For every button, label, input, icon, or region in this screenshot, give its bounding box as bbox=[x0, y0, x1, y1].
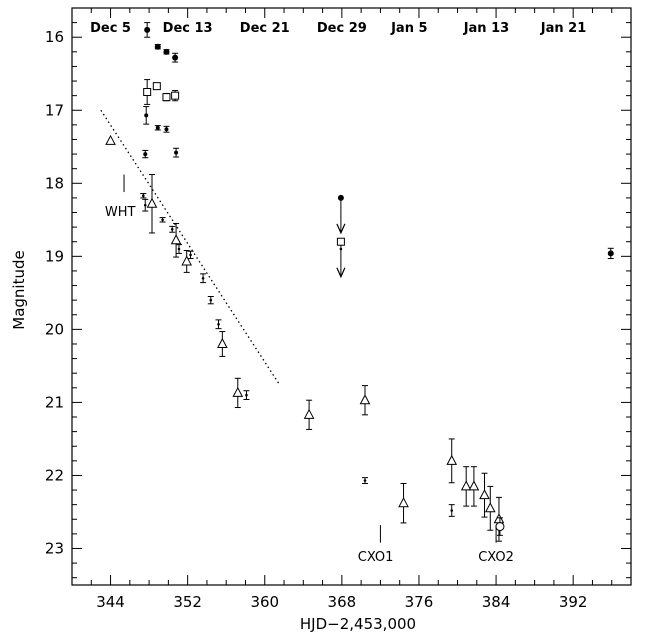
data-point-open-circle bbox=[495, 522, 505, 532]
plot-frame bbox=[71, 7, 632, 586]
y-axis-label: Magnitude bbox=[10, 250, 28, 329]
annotation-label: CXO2 bbox=[478, 550, 514, 565]
y-tick-label: 19 bbox=[45, 247, 64, 265]
data-point-dot bbox=[450, 509, 454, 512]
top-date-label: Jan 13 bbox=[463, 21, 509, 36]
top-date-label: Dec 21 bbox=[240, 21, 290, 36]
top-date-label: Jan 21 bbox=[540, 21, 586, 36]
x-tick-label: 384 bbox=[482, 593, 511, 611]
x-tick-label: 376 bbox=[405, 593, 434, 611]
data-point-open-triangle bbox=[303, 408, 315, 419]
data-point-dot bbox=[143, 203, 147, 207]
top-date-label: Dec 13 bbox=[163, 21, 213, 36]
data-point-star bbox=[144, 113, 149, 118]
data-point-open-triangle bbox=[232, 386, 244, 397]
fit-line bbox=[100, 109, 280, 385]
data-point-filled-circle bbox=[172, 54, 179, 61]
data-point-open-triangle bbox=[146, 197, 158, 208]
x-axis-label: HJD−2,453,000 bbox=[300, 615, 416, 633]
data-point-open-triangle bbox=[359, 394, 371, 405]
x-tick-label: 344 bbox=[96, 593, 125, 611]
data-point-star bbox=[164, 127, 169, 132]
data-point-filled-circle bbox=[144, 26, 151, 33]
x-tick-label: 352 bbox=[173, 593, 202, 611]
data-point-dot bbox=[209, 298, 213, 302]
y-tick-label: 20 bbox=[45, 320, 64, 338]
x-tick-label: 368 bbox=[328, 593, 357, 611]
axes: 344 352 360 368 376 384 392 16 17 18 19 20 21 22 23 Dec… bbox=[45, 7, 632, 611]
x-tick-label: 360 bbox=[250, 593, 279, 611]
y-tick-label: 16 bbox=[45, 28, 64, 46]
data-point-open-triangle bbox=[105, 134, 116, 145]
data-point-dot bbox=[245, 393, 248, 397]
data-point-dot bbox=[363, 479, 367, 482]
y-tick-label: 23 bbox=[45, 539, 64, 557]
data-point-star bbox=[174, 150, 179, 155]
data-point-open-triangle bbox=[446, 454, 458, 465]
data-point-star bbox=[143, 152, 148, 157]
data-point-open-triangle bbox=[170, 234, 182, 245]
data-point-open-triangle bbox=[493, 513, 505, 524]
data-point-star bbox=[155, 125, 160, 130]
data-point-dot bbox=[201, 276, 205, 280]
data-point-dot bbox=[177, 247, 181, 251]
annotation-label: CXO1 bbox=[358, 550, 394, 565]
upper-limit-arrowhead bbox=[336, 267, 346, 279]
top-date-label: Dec 5 bbox=[90, 21, 131, 36]
data-point-filled-circle bbox=[337, 194, 344, 201]
data-point-dot bbox=[217, 322, 220, 326]
data-point-filled-circle bbox=[163, 48, 170, 55]
data-point-open-triangle bbox=[468, 480, 480, 491]
y-tick-label: 18 bbox=[45, 174, 64, 192]
data-point-dot bbox=[189, 253, 192, 257]
data-point-open-triangle bbox=[181, 255, 193, 266]
annotation-label: WHT bbox=[105, 205, 136, 220]
x-tick-label: 392 bbox=[559, 593, 588, 611]
data-point-open-square bbox=[162, 93, 171, 102]
data-point-dot bbox=[339, 247, 343, 251]
upper-limit-arrowhead bbox=[336, 223, 346, 235]
data-point-dot bbox=[161, 218, 164, 222]
data-point-open-square bbox=[143, 87, 152, 96]
data-point-filled-circle bbox=[607, 250, 614, 257]
y-tick-label: 17 bbox=[45, 101, 64, 119]
data-point-open-triangle bbox=[398, 497, 409, 508]
top-date-label: Dec 29 bbox=[317, 21, 367, 36]
y-tick-label: 21 bbox=[45, 393, 64, 411]
data-point-open-triangle bbox=[460, 480, 472, 491]
data-point-open-triangle bbox=[484, 502, 496, 513]
data-point-open-square bbox=[336, 237, 345, 246]
top-date-label: Jan 5 bbox=[390, 21, 427, 36]
data-point-filled-circle bbox=[154, 43, 161, 50]
data-point-open-triangle bbox=[479, 489, 490, 500]
data-point-dot bbox=[142, 194, 145, 198]
data-point-open-square bbox=[171, 91, 180, 100]
data-point-dot bbox=[170, 228, 174, 231]
data-point-open-triangle bbox=[217, 337, 228, 348]
data-point-open-square bbox=[152, 82, 161, 91]
y-tick-label: 22 bbox=[45, 466, 64, 484]
plot-area: WHT CXO1 CXO2 bbox=[100, 22, 614, 565]
